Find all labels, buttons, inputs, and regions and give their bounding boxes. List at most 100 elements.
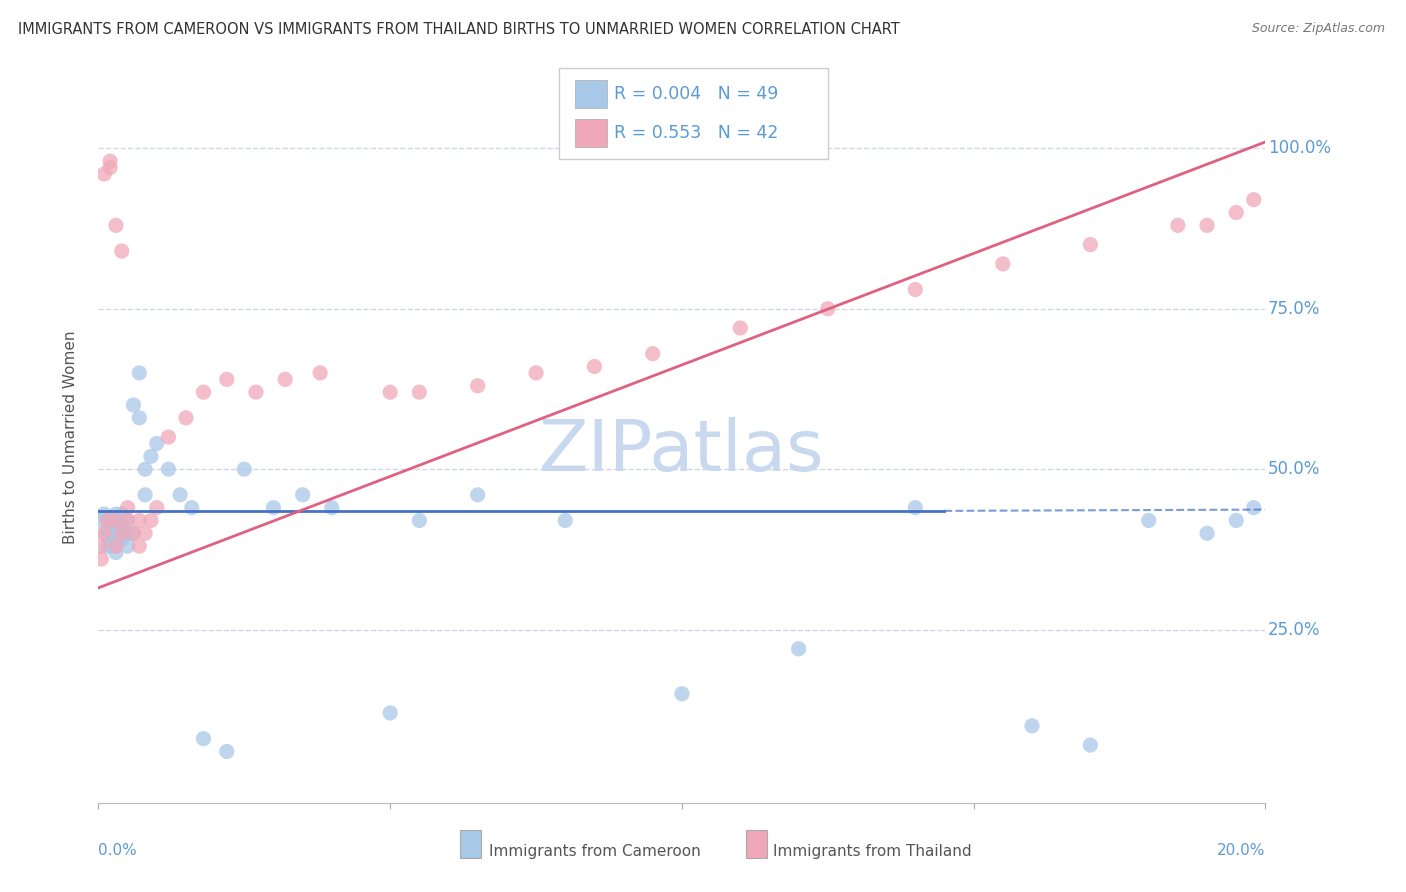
Point <box>671 687 693 701</box>
Point <box>380 706 402 720</box>
Point <box>93 507 115 521</box>
Point <box>98 161 121 175</box>
Text: 100.0%: 100.0% <box>1268 139 1330 157</box>
Point <box>122 398 145 412</box>
Point <box>262 500 284 515</box>
Point <box>174 410 197 425</box>
Point <box>467 488 489 502</box>
Point <box>1195 526 1218 541</box>
Point <box>193 385 215 400</box>
Point <box>817 301 839 316</box>
Point <box>524 366 547 380</box>
Point <box>139 514 162 528</box>
Point <box>93 526 115 541</box>
Bar <box>575 119 607 146</box>
Point <box>98 526 121 541</box>
Point <box>134 526 156 541</box>
Point <box>245 385 267 400</box>
Point <box>122 526 145 541</box>
Point <box>904 283 927 297</box>
Point <box>583 359 606 374</box>
Text: 0.0%: 0.0% <box>98 843 138 858</box>
Point <box>321 500 343 515</box>
Text: Source: ZipAtlas.com: Source: ZipAtlas.com <box>1251 22 1385 36</box>
Point <box>90 514 112 528</box>
Point <box>1225 205 1247 219</box>
Text: Immigrants from Cameroon: Immigrants from Cameroon <box>489 844 702 859</box>
Point <box>117 514 139 528</box>
Point <box>111 526 134 541</box>
Point <box>274 372 297 386</box>
Point <box>215 744 238 758</box>
Point <box>128 514 150 528</box>
Point <box>117 539 139 553</box>
Text: IMMIGRANTS FROM CAMEROON VS IMMIGRANTS FROM THAILAND BIRTHS TO UNMARRIED WOMEN C: IMMIGRANTS FROM CAMEROON VS IMMIGRANTS F… <box>18 22 900 37</box>
Point <box>157 430 180 444</box>
Bar <box>575 80 607 108</box>
Point <box>641 346 664 360</box>
Point <box>309 366 332 380</box>
Point <box>1080 237 1102 252</box>
Point <box>1167 219 1189 233</box>
Point <box>554 514 576 528</box>
Point <box>94 526 117 541</box>
Point <box>93 167 115 181</box>
Point <box>104 520 127 534</box>
Point <box>104 545 127 559</box>
Text: 75.0%: 75.0% <box>1268 300 1320 318</box>
Point <box>104 514 127 528</box>
FancyBboxPatch shape <box>560 68 828 159</box>
Point <box>1021 719 1043 733</box>
Point <box>111 520 134 534</box>
Point <box>1137 514 1160 528</box>
Point <box>101 520 124 534</box>
Point <box>730 321 752 335</box>
Point <box>991 257 1014 271</box>
Text: 20.0%: 20.0% <box>1218 843 1265 858</box>
Point <box>117 500 139 515</box>
Point <box>104 507 127 521</box>
Point <box>233 462 256 476</box>
Point <box>787 641 810 656</box>
Bar <box>460 830 481 858</box>
Point <box>100 539 122 553</box>
Point <box>904 500 927 515</box>
Point <box>1195 219 1218 233</box>
Point <box>180 500 202 515</box>
Point <box>89 539 111 553</box>
Point <box>104 539 127 553</box>
Point <box>134 488 156 502</box>
Point <box>96 539 118 553</box>
Text: 25.0%: 25.0% <box>1268 621 1320 639</box>
Point <box>146 436 169 450</box>
Point <box>467 378 489 392</box>
Point <box>128 366 150 380</box>
Point <box>408 514 430 528</box>
Text: R = 0.553   N = 42: R = 0.553 N = 42 <box>614 124 779 142</box>
Point <box>117 526 139 541</box>
Point <box>98 154 121 169</box>
Point <box>408 385 430 400</box>
Text: 50.0%: 50.0% <box>1268 460 1320 478</box>
Point <box>122 526 145 541</box>
Point <box>157 462 180 476</box>
Point <box>98 514 121 528</box>
Point <box>1243 193 1265 207</box>
Point <box>146 500 169 515</box>
Point <box>291 488 314 502</box>
Point <box>380 385 402 400</box>
Point <box>139 450 162 464</box>
Point <box>128 539 150 553</box>
Point <box>1243 500 1265 515</box>
Point <box>96 514 118 528</box>
Point <box>117 514 139 528</box>
Point <box>111 507 134 521</box>
Point <box>128 410 150 425</box>
Point <box>104 533 127 547</box>
Point <box>1225 514 1247 528</box>
Y-axis label: Births to Unmarried Women: Births to Unmarried Women <box>63 330 77 544</box>
Point <box>111 533 134 547</box>
Point <box>111 244 134 258</box>
Point <box>90 552 112 566</box>
Text: ZIPatlas: ZIPatlas <box>538 417 825 486</box>
